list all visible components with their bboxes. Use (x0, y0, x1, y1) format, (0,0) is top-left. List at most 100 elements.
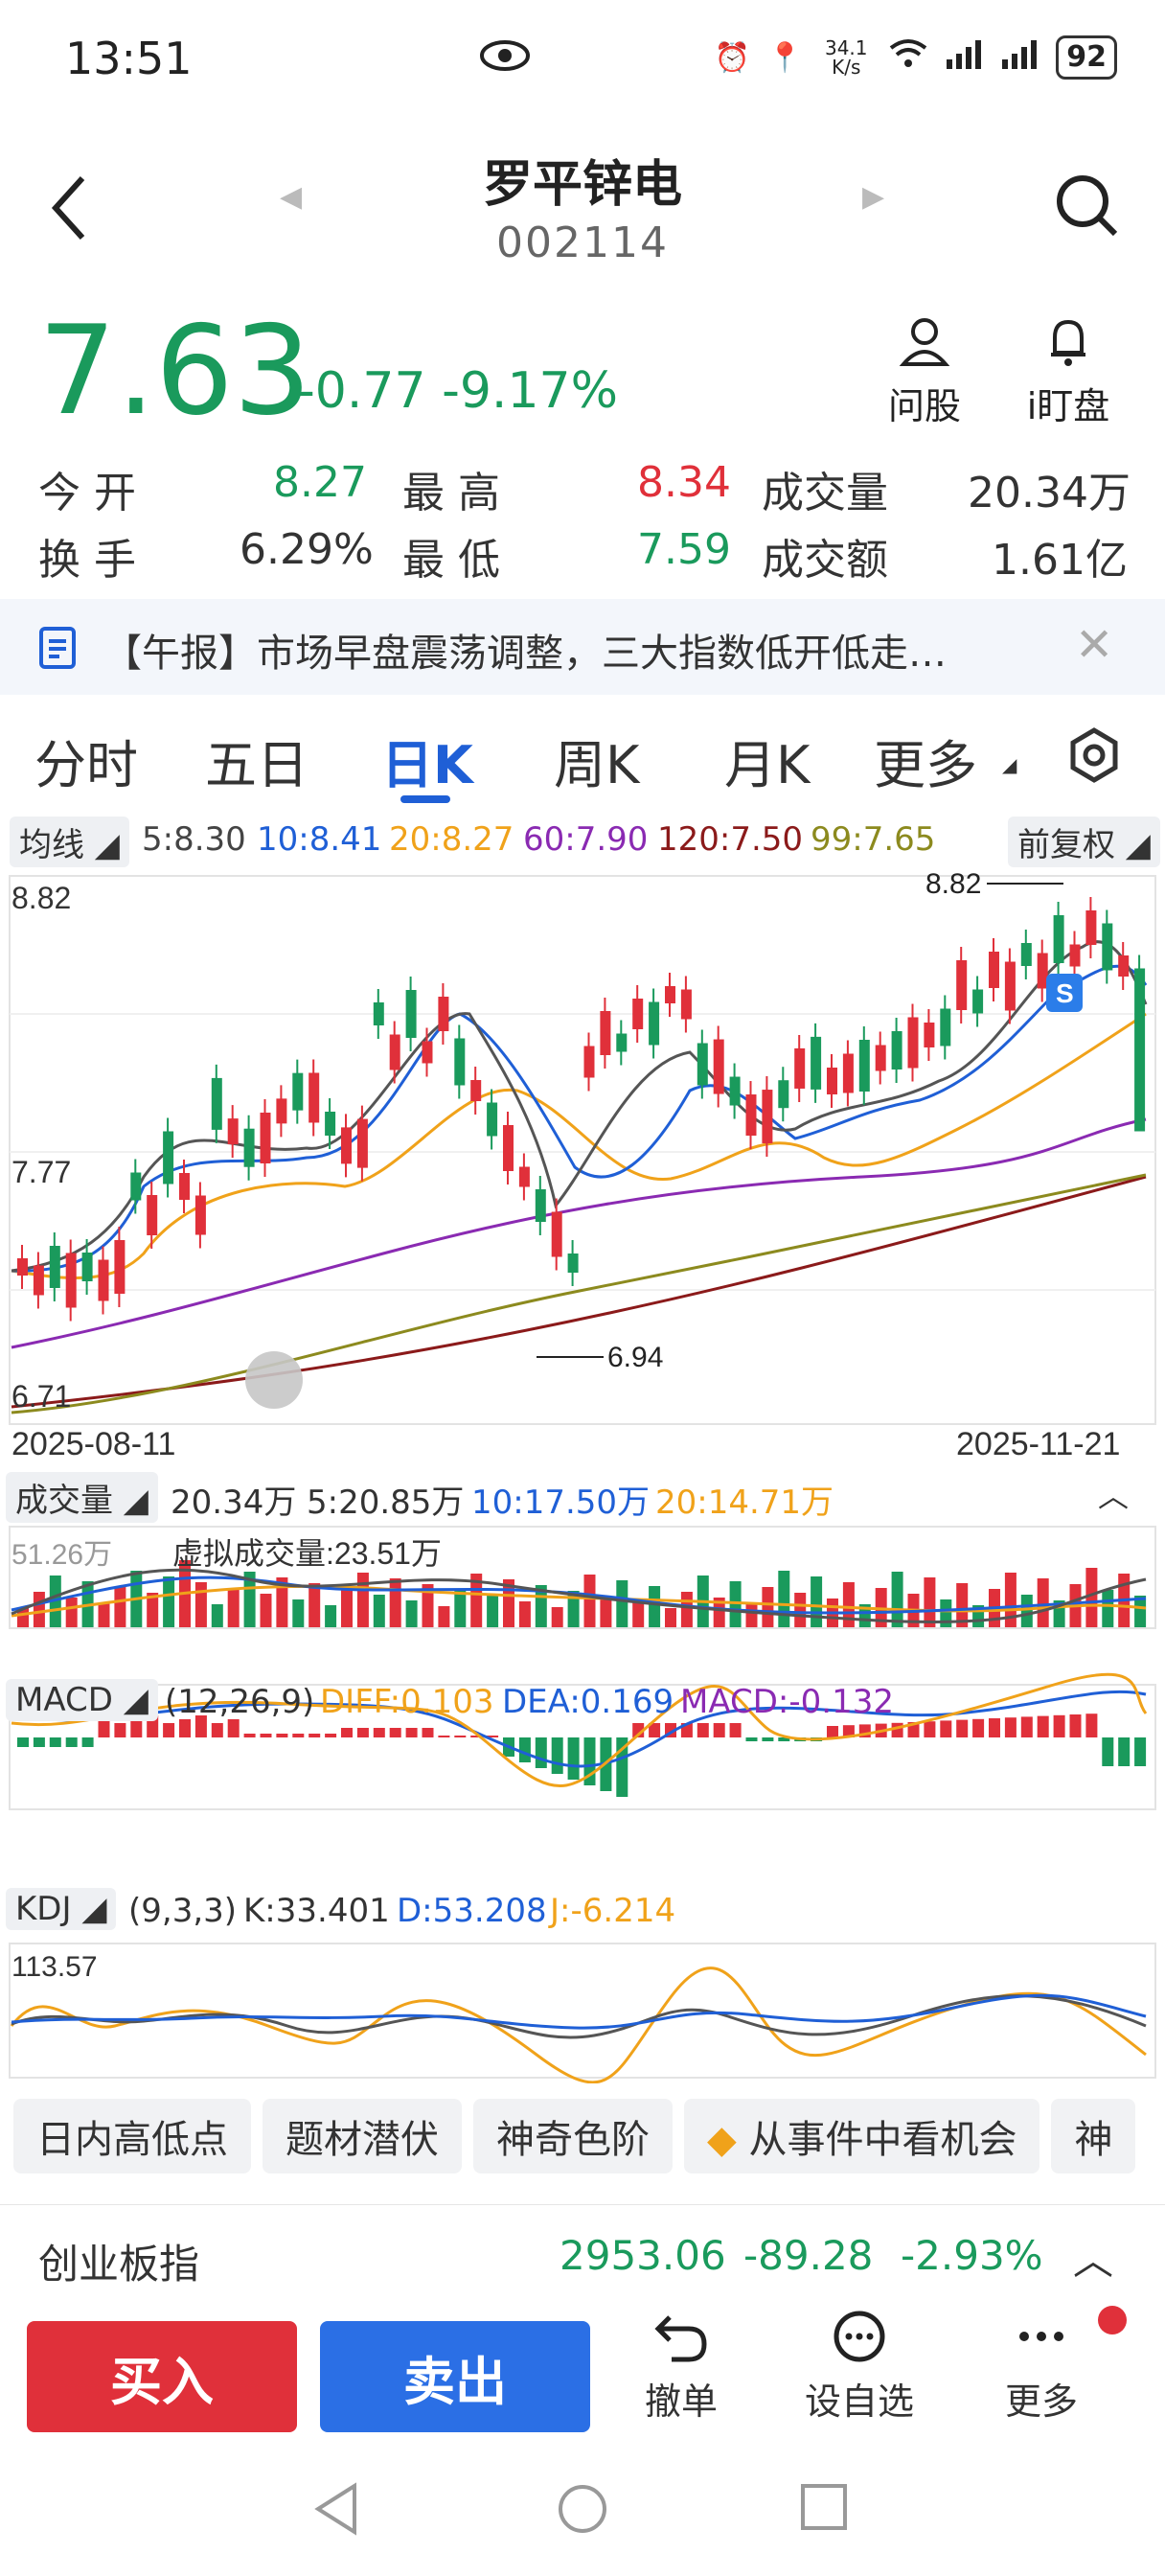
turnover-label: 换 手 (38, 536, 136, 585)
tab-daily-k[interactable]: 日K (381, 735, 473, 795)
candle-body (487, 1102, 498, 1137)
next-stock-icon[interactable]: ▶ (862, 180, 885, 214)
volume-bar (632, 1602, 645, 1627)
adjust-selector-button[interactable]: 前复权 ◢ (1008, 816, 1160, 867)
volume-bar (276, 1577, 288, 1627)
volume-bar (114, 1587, 126, 1627)
volume-bar (422, 1584, 434, 1627)
volume-bar (1102, 1590, 1114, 1627)
nav-recent-icon[interactable] (799, 2482, 849, 2532)
macd-bar (373, 1728, 385, 1737)
kdj-k: K:33.401 (243, 1892, 390, 1930)
candle-body (389, 1034, 400, 1070)
sell-button[interactable]: 卖出 (320, 2321, 590, 2432)
kdj-chart[interactable]: 113.57 (0, 1940, 1165, 2083)
expand-icon[interactable]: ︿ (1073, 2237, 1114, 2284)
macd-bar (1102, 1737, 1114, 1766)
macd-selector-button[interactable]: MACD ◢ (6, 1679, 158, 1721)
candle-body (438, 997, 449, 1031)
search-icon[interactable] (1054, 172, 1121, 243)
buy-button[interactable]: 买入 (27, 2321, 297, 2432)
macd-value: MACD:-0.132 (680, 1683, 894, 1721)
max-price-label: 8.82 (925, 870, 981, 900)
tab-monthly-k[interactable]: 月K (724, 735, 811, 795)
candle-body (1085, 910, 1097, 945)
macd-bar (518, 1737, 531, 1762)
volume-legend: 成交量 ◢ 20.34万 5:20.85万 10:17.50万 20:14.71… (0, 1472, 1165, 1523)
close-icon[interactable]: ✕ (1075, 618, 1114, 672)
nav-back-icon[interactable] (312, 2482, 360, 2536)
macd-bar (179, 1719, 191, 1737)
back-button[interactable] (50, 174, 88, 245)
collapse-icon[interactable]: ︿ (1098, 1478, 1130, 1514)
candle-body (130, 1172, 142, 1201)
tab-weekly-k[interactable]: 周K (554, 735, 640, 795)
cancel-order-button[interactable]: 撤单 (609, 2310, 753, 2425)
kline-chart-area[interactable]: 8.82 6.94 8.82 7.77 6.71 S 2025-08-11 20… (0, 870, 1165, 2087)
chip-events[interactable]: ◆ 从事件中看机会 (684, 2099, 1040, 2174)
virtual-volume: 虚拟成交量:23.51万 (172, 1536, 442, 1571)
macd-params: (12,26,9) (165, 1683, 315, 1721)
add-watchlist-button[interactable]: 设自选 (788, 2310, 931, 2425)
index-ticker[interactable]: 创业板指 2953.06 -89.28 -2.93% ︿ (0, 2204, 1165, 2301)
news-text: 【午报】市场早盘震荡调整，三大指数低开低走… (103, 632, 947, 676)
ma5-line (11, 940, 1148, 1273)
news-banner[interactable]: 【午报】市场早盘震荡调整，三大指数低开低走… ✕ (0, 599, 1165, 695)
macd-bar (827, 1726, 838, 1737)
candle-body (98, 1259, 109, 1301)
vol-ma20-line (11, 1584, 1147, 1618)
ask-stock-button[interactable]: 问股 (872, 314, 977, 429)
candle-body (907, 1017, 919, 1069)
vol-ma5-line (11, 1568, 1147, 1623)
volume-ma10: 10:17.50万 (471, 1484, 651, 1522)
candle-body (1004, 961, 1016, 1011)
candle-body (665, 986, 675, 1003)
bell-icon (1051, 319, 1085, 366)
candle-body (1118, 955, 1130, 977)
volume-value: 20.34万 (968, 469, 1131, 518)
turnover-value: 6.29% (240, 525, 374, 574)
candle-body (567, 1254, 579, 1273)
tab-intraday[interactable]: 分时 (34, 735, 138, 795)
macd-bar (389, 1728, 401, 1737)
tab-more[interactable]: 更多 (874, 735, 977, 795)
ma-legend: 均线 ◢ 5:8.30 10:8.41 20:8.27 60:7.90 120:… (0, 816, 1165, 870)
drawing-tool-handle[interactable] (245, 1351, 303, 1409)
macd-bar (356, 1728, 369, 1737)
kdj-selector-button[interactable]: KDJ ◢ (6, 1888, 117, 1930)
chip-more[interactable]: 神 (1051, 2099, 1136, 2174)
settings-icon[interactable] (1065, 726, 1123, 788)
eye-icon (479, 38, 531, 77)
cancel-label: 撤单 (644, 2380, 718, 2423)
candle-body (356, 1118, 368, 1168)
chip-events-label: 从事件中看机会 (748, 2118, 1017, 2162)
nav-home-icon[interactable] (556, 2482, 609, 2536)
macd-bar (49, 1737, 61, 1747)
chip-color-scale[interactable]: 神奇色阶 (473, 2099, 673, 2174)
open-value: 8.27 (273, 458, 367, 507)
more-button[interactable]: 更多 (970, 2310, 1113, 2425)
candle-body (276, 1098, 287, 1124)
watch-button[interactable]: i盯盘 (1016, 314, 1121, 429)
kline-y-mid: 7.77 (11, 1155, 71, 1189)
ma-selector-button[interactable]: 均线 ◢ (10, 816, 129, 867)
amount-label: 成交额 (762, 536, 888, 585)
candle-body (794, 1047, 806, 1089)
candle-body (729, 1076, 741, 1106)
chip-intraday-high-low[interactable]: 日内高低点 (13, 2099, 251, 2174)
macd-bar (243, 1734, 256, 1737)
macd-bar (762, 1737, 774, 1741)
chip-theme[interactable]: 题材潜伏 (263, 2099, 462, 2174)
date-start: 2025-08-11 (11, 1426, 175, 1462)
tab-five-day[interactable]: 五日 (205, 735, 308, 795)
candle-body (341, 1127, 352, 1164)
volume-bar (438, 1606, 450, 1627)
macd-bar (81, 1737, 94, 1747)
candle-body (649, 1001, 660, 1046)
volume-bar (680, 1592, 693, 1627)
macd-bar (972, 1718, 985, 1737)
prev-stock-icon[interactable]: ◀ (280, 180, 303, 214)
signal-marker[interactable] (1046, 974, 1083, 1012)
candle-body (422, 1041, 433, 1064)
volume-selector-button[interactable]: 成交量 ◢ (6, 1472, 158, 1523)
